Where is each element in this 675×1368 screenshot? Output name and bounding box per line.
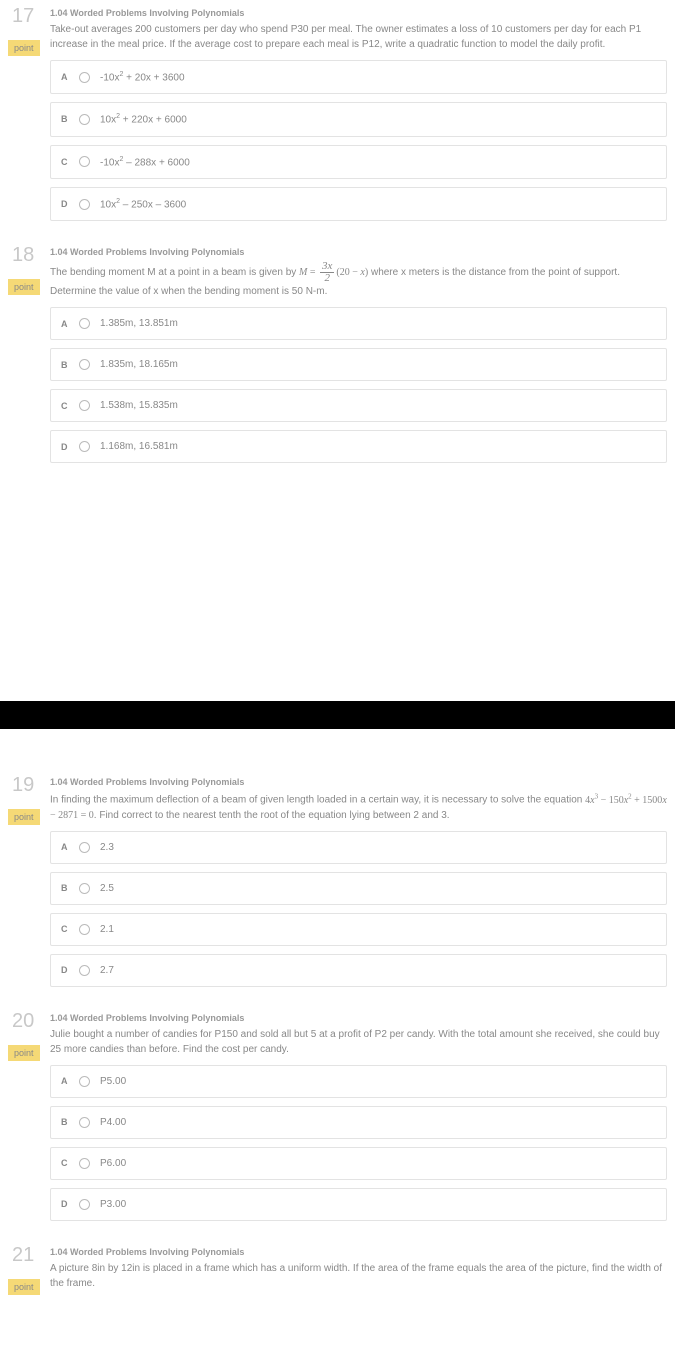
radio-icon[interactable]	[79, 1076, 90, 1087]
question-block: 18 point 1.04 Worded Problems Involving Po…	[0, 239, 675, 481]
topic-label: 1.04 Worded Problems Involving Polynomia…	[50, 8, 667, 18]
radio-icon[interactable]	[79, 883, 90, 894]
question-number: 17	[8, 6, 34, 26]
question-prompt: In finding the maximum deflection of a b…	[50, 791, 667, 822]
choice-text: 1.835m, 18.165m	[100, 359, 178, 370]
topic-label: 1.04 Worded Problems Involving Polynomia…	[50, 247, 667, 257]
topic-label: 1.04 Worded Problems Involving Polynomia…	[50, 777, 667, 787]
choice-option[interactable]: D 1.168m, 16.581m	[50, 430, 667, 463]
choice-text: P6.00	[100, 1158, 126, 1169]
choice-option[interactable]: B 2.5	[50, 872, 667, 905]
radio-icon[interactable]	[79, 72, 90, 83]
point-badge: point	[8, 1279, 40, 1295]
question-prompt: The bending moment M at a point in a bea…	[50, 261, 667, 299]
choice-text: P5.00	[100, 1076, 126, 1087]
choice-letter: C	[61, 157, 75, 167]
choice-letter: C	[61, 924, 75, 934]
page-spacer	[0, 481, 675, 701]
radio-icon[interactable]	[79, 114, 90, 125]
point-badge: point	[8, 40, 40, 56]
question-block: 21 point 1.04 Worded Problems Involving Po…	[0, 1239, 675, 1309]
choice-letter: A	[61, 319, 75, 329]
question-number: 21	[8, 1245, 34, 1265]
choice-letter: D	[61, 442, 75, 452]
choice-letter: B	[61, 883, 75, 893]
choice-text: P4.00	[100, 1117, 126, 1128]
point-badge: point	[8, 279, 40, 295]
choice-letter: D	[61, 199, 75, 209]
question-prompt: Take-out averages 200 customers per day …	[50, 22, 667, 52]
choice-option[interactable]: B 10x2 + 220x + 6000	[50, 102, 667, 136]
choice-option[interactable]: C P6.00	[50, 1147, 667, 1180]
radio-icon[interactable]	[79, 1199, 90, 1210]
choice-text: 10x2 + 220x + 6000	[100, 113, 187, 125]
gap	[0, 729, 675, 769]
radio-icon[interactable]	[79, 318, 90, 329]
choice-letter: B	[61, 360, 75, 370]
radio-icon[interactable]	[79, 359, 90, 370]
question-number: 19	[8, 775, 34, 795]
choice-text: 1.385m, 13.851m	[100, 318, 178, 329]
choice-option[interactable]: D 10x2 – 250x – 3600	[50, 187, 667, 221]
question-block: 17 point 1.04 Worded Problems Involving Po…	[0, 0, 675, 239]
choice-letter: A	[61, 842, 75, 852]
topic-label: 1.04 Worded Problems Involving Polynomia…	[50, 1247, 667, 1257]
question-prompt: A picture 8in by 12in is placed in a fra…	[50, 1261, 667, 1291]
choice-text: -10x2 – 288x + 6000	[100, 156, 190, 168]
choice-text: 2.3	[100, 842, 114, 853]
question-number: 20	[8, 1011, 34, 1031]
choice-option[interactable]: C 1.538m, 15.835m	[50, 389, 667, 422]
question-block: 20 point 1.04 Worded Problems Involving Po…	[0, 1005, 675, 1239]
radio-icon[interactable]	[79, 156, 90, 167]
choice-text: P3.00	[100, 1199, 126, 1210]
question-block: 19 point 1.04 Worded Problems Involving Po…	[0, 769, 675, 1004]
choice-text: 1.168m, 16.581m	[100, 441, 178, 452]
choices-list: A P5.00 B P4.00 C P6.00 D P3.00	[50, 1065, 667, 1221]
choices-list: A -10x2 + 20x + 3600 B 10x2 + 220x + 6000 C -…	[50, 60, 667, 221]
radio-icon[interactable]	[79, 1158, 90, 1169]
choice-letter: C	[61, 1158, 75, 1168]
choice-option[interactable]: C -10x2 – 288x + 6000	[50, 145, 667, 179]
question-prompt: Julie bought a number of candies for P15…	[50, 1027, 667, 1057]
choice-option[interactable]: D P3.00	[50, 1188, 667, 1221]
point-badge: point	[8, 809, 40, 825]
choice-option[interactable]: D 2.7	[50, 954, 667, 987]
page-divider	[0, 701, 675, 729]
radio-icon[interactable]	[79, 400, 90, 411]
radio-icon[interactable]	[79, 1117, 90, 1128]
choice-letter: B	[61, 1117, 75, 1127]
choice-text: 2.7	[100, 965, 114, 976]
choice-text: 1.538m, 15.835m	[100, 400, 178, 411]
radio-icon[interactable]	[79, 842, 90, 853]
choice-text: 2.5	[100, 883, 114, 894]
choice-text: 10x2 – 250x – 3600	[100, 198, 186, 210]
choice-option[interactable]: A 2.3	[50, 831, 667, 864]
radio-icon[interactable]	[79, 199, 90, 210]
choice-letter: D	[61, 1199, 75, 1209]
radio-icon[interactable]	[79, 441, 90, 452]
choices-list: A 1.385m, 13.851m B 1.835m, 18.165m C 1.538m,…	[50, 307, 667, 463]
choice-option[interactable]: B 1.835m, 18.165m	[50, 348, 667, 381]
point-badge: point	[8, 1045, 40, 1061]
radio-icon[interactable]	[79, 965, 90, 976]
choice-option[interactable]: A -10x2 + 20x + 3600	[50, 60, 667, 94]
question-number: 18	[8, 245, 34, 265]
choice-letter: A	[61, 72, 75, 82]
choice-text: -10x2 + 20x + 3600	[100, 71, 185, 83]
radio-icon[interactable]	[79, 924, 90, 935]
choice-option[interactable]: B P4.00	[50, 1106, 667, 1139]
choices-list: A 2.3 B 2.5 C 2.1 D 2.7	[50, 831, 667, 987]
choice-letter: B	[61, 114, 75, 124]
choice-text: 2.1	[100, 924, 114, 935]
choice-option[interactable]: A 1.385m, 13.851m	[50, 307, 667, 340]
choice-letter: A	[61, 1076, 75, 1086]
choice-option[interactable]: C 2.1	[50, 913, 667, 946]
topic-label: 1.04 Worded Problems Involving Polynomia…	[50, 1013, 667, 1023]
choice-letter: D	[61, 965, 75, 975]
choice-option[interactable]: A P5.00	[50, 1065, 667, 1098]
choice-letter: C	[61, 401, 75, 411]
